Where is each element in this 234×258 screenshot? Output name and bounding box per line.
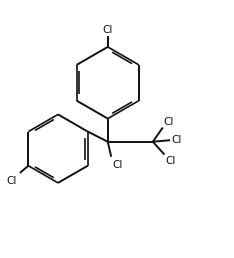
Text: Cl: Cl (7, 176, 17, 186)
Text: Cl: Cl (171, 135, 181, 145)
Text: Cl: Cl (102, 25, 113, 35)
Text: Cl: Cl (165, 156, 176, 166)
Text: Cl: Cl (164, 117, 174, 127)
Text: Cl: Cl (112, 160, 123, 170)
